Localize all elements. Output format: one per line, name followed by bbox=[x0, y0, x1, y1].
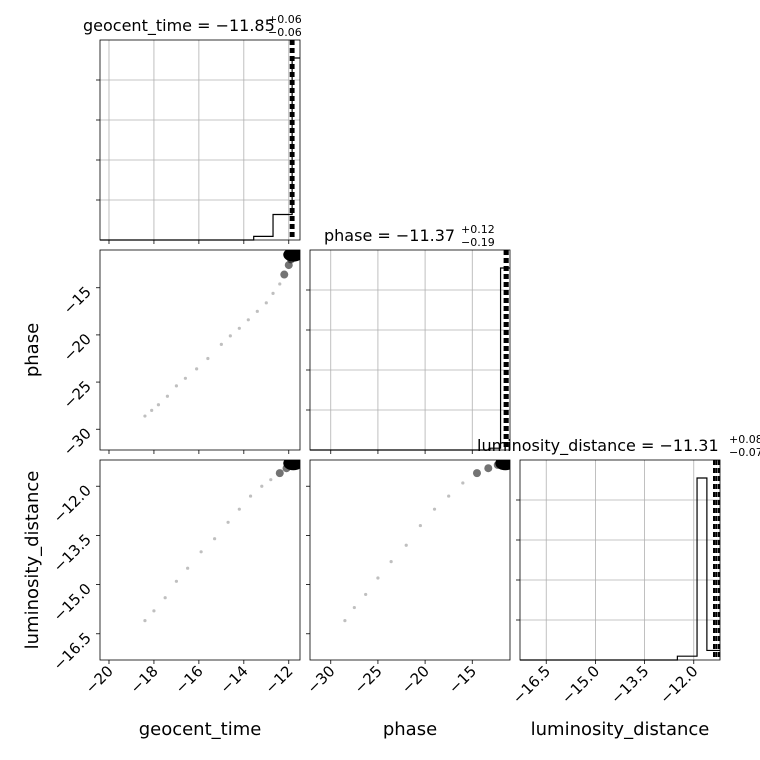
y-axis-label-luminosity_distance: luminosity_distance bbox=[22, 471, 43, 650]
scatter-point bbox=[156, 403, 161, 407]
y-tick-label-phase: −25 bbox=[60, 377, 95, 412]
histogram-luminosity_distance bbox=[516, 459, 721, 661]
x-tick-label-phase: −25 bbox=[351, 662, 386, 697]
axes-frame-phase bbox=[309, 249, 511, 451]
scatter-point bbox=[213, 537, 217, 541]
scatter-point bbox=[163, 596, 167, 600]
scatter-point bbox=[275, 469, 284, 478]
scatter-point bbox=[165, 394, 170, 398]
scatter-point bbox=[248, 494, 253, 498]
scatter-point bbox=[404, 543, 408, 547]
x-tick-label-geocent_time: −16 bbox=[172, 662, 207, 697]
y-tick-label-phase: −30 bbox=[60, 424, 95, 459]
histogram-phase bbox=[306, 249, 511, 451]
y-tick-label-luminosity_distance: −16.5 bbox=[50, 629, 95, 674]
axes-frame bbox=[99, 459, 301, 661]
scatter-point bbox=[264, 301, 268, 305]
density-peak bbox=[283, 460, 300, 471]
scatter-point bbox=[278, 282, 282, 286]
scatter-point bbox=[228, 334, 232, 338]
density-peak bbox=[495, 460, 510, 471]
scatter-point bbox=[418, 523, 422, 528]
y-tick-label-luminosity_distance: −15.0 bbox=[50, 580, 95, 625]
scatter-point bbox=[447, 494, 451, 498]
scatter-point bbox=[461, 481, 465, 485]
histogram-step-luminosity_distance bbox=[520, 477, 720, 661]
title-luminosity_distance: luminosity_distance = −11.31 bbox=[477, 436, 719, 456]
scatter-point bbox=[260, 484, 264, 488]
scatter-point bbox=[271, 291, 275, 295]
scatter-point bbox=[255, 309, 259, 313]
scatter-point bbox=[152, 609, 156, 613]
scatter-point bbox=[352, 605, 356, 610]
y-axis-label-phase: phase bbox=[22, 323, 43, 377]
axes-frame bbox=[309, 459, 511, 661]
x-tick-label-luminosity_distance: −13.5 bbox=[607, 662, 652, 707]
title-phase-minus: −0.19 bbox=[461, 236, 495, 249]
x-tick-label-geocent_time: −14 bbox=[217, 662, 252, 697]
x-tick-label-luminosity_distance: −15.0 bbox=[558, 662, 603, 707]
x-tick-label-luminosity_distance: −16.5 bbox=[509, 662, 554, 707]
scatter-geocent_time-luminosity_distance bbox=[99, 459, 301, 661]
scatter-phase-luminosity_distance bbox=[309, 459, 511, 661]
x-tick-label-geocent_time: −20 bbox=[82, 662, 117, 697]
scatter-point bbox=[472, 469, 481, 478]
title-geocent_time-plus: +0.06 bbox=[268, 13, 302, 26]
scatter-point bbox=[143, 619, 147, 623]
x-tick-label-phase: −15 bbox=[445, 662, 480, 697]
scatter-point bbox=[174, 384, 179, 388]
scatter-point bbox=[206, 356, 210, 361]
scatter-point bbox=[219, 342, 223, 346]
scatter-point bbox=[237, 326, 241, 330]
x-axis-label-luminosity_distance: luminosity_distance bbox=[531, 719, 710, 740]
axes-frame-geocent_time bbox=[99, 39, 301, 241]
histogram-step-geocent_time bbox=[100, 57, 300, 241]
scatter-point bbox=[199, 550, 203, 554]
scatter-point bbox=[150, 408, 154, 412]
x-tick-label-geocent_time: −18 bbox=[127, 662, 162, 697]
scatter-point bbox=[364, 592, 368, 597]
scatter-point bbox=[195, 367, 199, 371]
scatter-point bbox=[432, 507, 437, 511]
histogram-step-phase bbox=[310, 267, 510, 451]
axes-frame-luminosity_distance bbox=[519, 459, 721, 661]
x-tick-label-geocent_time: −12 bbox=[261, 662, 296, 697]
scatter-points bbox=[343, 460, 510, 623]
x-tick-label-phase: −30 bbox=[303, 662, 338, 697]
title-phase-plus: +0.12 bbox=[461, 223, 495, 236]
scatter-point bbox=[484, 464, 493, 473]
y-tick-label-luminosity_distance: −13.5 bbox=[50, 531, 95, 576]
scatter-point bbox=[246, 318, 250, 322]
axes-frame bbox=[99, 249, 301, 451]
scatter-geocent_time-phase bbox=[99, 249, 301, 451]
scatter-point bbox=[186, 566, 190, 570]
histogram-geocent_time bbox=[96, 39, 301, 241]
scatter-point bbox=[183, 376, 187, 380]
scatter-points bbox=[143, 460, 300, 623]
title-luminosity_distance-minus: −0.07 bbox=[729, 446, 760, 459]
scatter-point bbox=[389, 560, 393, 564]
scatter-point bbox=[237, 507, 241, 511]
density-peak bbox=[283, 250, 300, 262]
x-axis-label-phase: phase bbox=[383, 719, 437, 740]
scatter-point bbox=[376, 576, 380, 580]
y-tick-label-phase: −20 bbox=[60, 330, 95, 365]
title-geocent_time-minus: −0.06 bbox=[268, 26, 302, 39]
scatter-point bbox=[226, 520, 230, 524]
x-axis-label-geocent_time: geocent_time bbox=[139, 719, 262, 740]
x-tick-label-luminosity_distance: −12.0 bbox=[656, 662, 701, 707]
scatter-point bbox=[269, 478, 273, 482]
x-tick-label-phase: −20 bbox=[398, 662, 433, 697]
scatter-points bbox=[143, 250, 300, 418]
scatter-point bbox=[143, 414, 147, 418]
scatter-point bbox=[343, 619, 347, 623]
y-tick-label-phase: −15 bbox=[60, 283, 95, 318]
title-luminosity_distance-plus: +0.08 bbox=[729, 433, 760, 446]
scatter-point bbox=[174, 579, 179, 583]
scatter-point bbox=[280, 270, 289, 279]
y-tick-label-luminosity_distance: −12.0 bbox=[50, 481, 95, 526]
title-geocent_time: geocent_time = −11.85 bbox=[83, 16, 275, 36]
title-phase: phase = −11.37 bbox=[324, 226, 455, 245]
